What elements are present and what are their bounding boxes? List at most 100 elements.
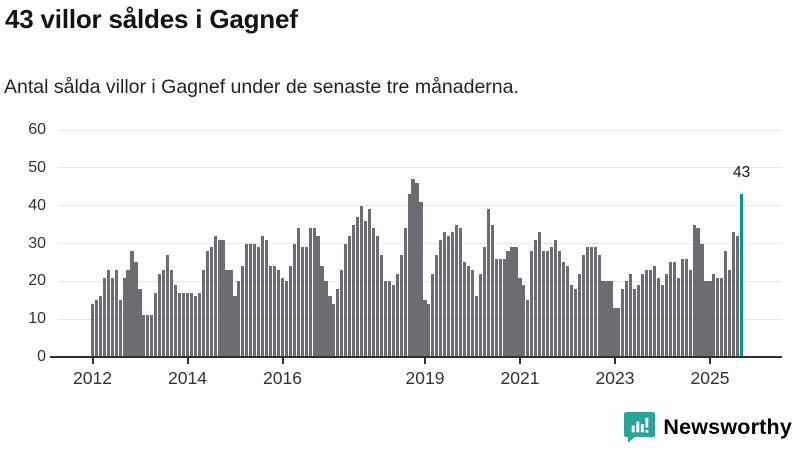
bar: [637, 285, 641, 357]
bar: [288, 266, 292, 357]
bar: [201, 269, 205, 357]
bar: [530, 251, 534, 357]
bar: [118, 300, 122, 357]
bar: [732, 232, 736, 357]
bar: [700, 243, 704, 357]
bar: [613, 307, 617, 357]
bar: [692, 224, 696, 357]
bar: [451, 232, 455, 357]
bar: [490, 224, 494, 357]
bar: [557, 251, 562, 357]
bar: [162, 269, 166, 357]
bar: [138, 288, 142, 357]
bar: [367, 209, 372, 357]
bar: [605, 281, 609, 357]
bar: [435, 254, 439, 357]
bar: [379, 254, 383, 357]
bar: [395, 273, 399, 357]
bar: [316, 235, 320, 357]
x-axis-tick-2021: [519, 358, 521, 364]
bar: [724, 251, 728, 357]
bar: [261, 235, 265, 357]
bar: [94, 300, 98, 357]
bar: [736, 235, 740, 357]
bar: [340, 269, 344, 357]
bar: [708, 281, 712, 357]
bar: [126, 269, 130, 357]
bar: [443, 232, 447, 357]
bar: [546, 251, 550, 357]
bar: [684, 258, 688, 357]
bar: [664, 273, 668, 357]
bar: [102, 277, 106, 357]
bar: [660, 285, 665, 357]
bar: [474, 296, 478, 357]
bar: [455, 224, 459, 357]
bar: [320, 266, 324, 357]
bar: [415, 182, 419, 357]
bar: [514, 247, 518, 357]
bar: [597, 254, 601, 357]
bar: [205, 251, 209, 357]
bar: [553, 239, 558, 357]
bar: [213, 235, 217, 357]
bar: [177, 292, 182, 357]
bar: [387, 281, 391, 357]
x-axis-label-2012: 2012: [73, 368, 112, 388]
bar: [110, 277, 114, 357]
bar: [154, 292, 158, 357]
bar: [427, 304, 431, 357]
bar: [276, 269, 281, 357]
x-axis-tick-2012: [91, 358, 94, 364]
bar: [609, 281, 613, 357]
y-axis-label-20: 20: [28, 272, 46, 290]
value-annotation: 43: [733, 164, 751, 182]
bar: [447, 235, 451, 357]
y-axis-label-40: 40: [28, 196, 46, 214]
bar: [403, 228, 407, 357]
bar: [292, 243, 296, 357]
x-axis-line: [50, 356, 782, 358]
x-axis-tick-2023: [614, 358, 616, 364]
bar: [498, 258, 502, 357]
bar: [538, 232, 542, 357]
bar: [90, 304, 95, 357]
bar: [656, 277, 661, 357]
bar: [360, 205, 364, 357]
bar: [407, 194, 411, 357]
bar: [688, 269, 692, 357]
bar: [526, 300, 530, 357]
bar: [114, 269, 118, 357]
bar: [229, 269, 233, 357]
bar: [482, 247, 486, 357]
bar: [150, 315, 154, 357]
bar: [518, 277, 522, 357]
bar: [668, 262, 672, 357]
bar: [146, 315, 150, 357]
bar: [268, 266, 273, 357]
newsworthy-bar-chart-speech-bubble-icon: [624, 411, 656, 443]
highlighted-bar: [740, 194, 744, 357]
newsworthy-logo[interactable]: Newsworthy: [624, 410, 792, 444]
bar: [312, 228, 316, 357]
bar: [419, 201, 423, 357]
bar: [542, 251, 546, 357]
bar: [621, 288, 625, 357]
bar: [241, 266, 245, 357]
bar: [197, 292, 201, 357]
bar: [106, 269, 110, 357]
newsworthy-brand-text: Newsworthy: [663, 414, 792, 439]
bar: [217, 239, 221, 357]
bar: [399, 254, 403, 357]
bar: [391, 285, 395, 357]
bar: [296, 228, 300, 357]
bar: [193, 296, 197, 357]
bar: [534, 239, 538, 357]
bar: [181, 292, 186, 357]
x-axis-tick-2014: [186, 358, 189, 364]
bar: [363, 220, 368, 357]
bar: [672, 262, 676, 357]
bar: [344, 243, 348, 357]
bar: [221, 239, 225, 357]
bar: [304, 247, 308, 357]
